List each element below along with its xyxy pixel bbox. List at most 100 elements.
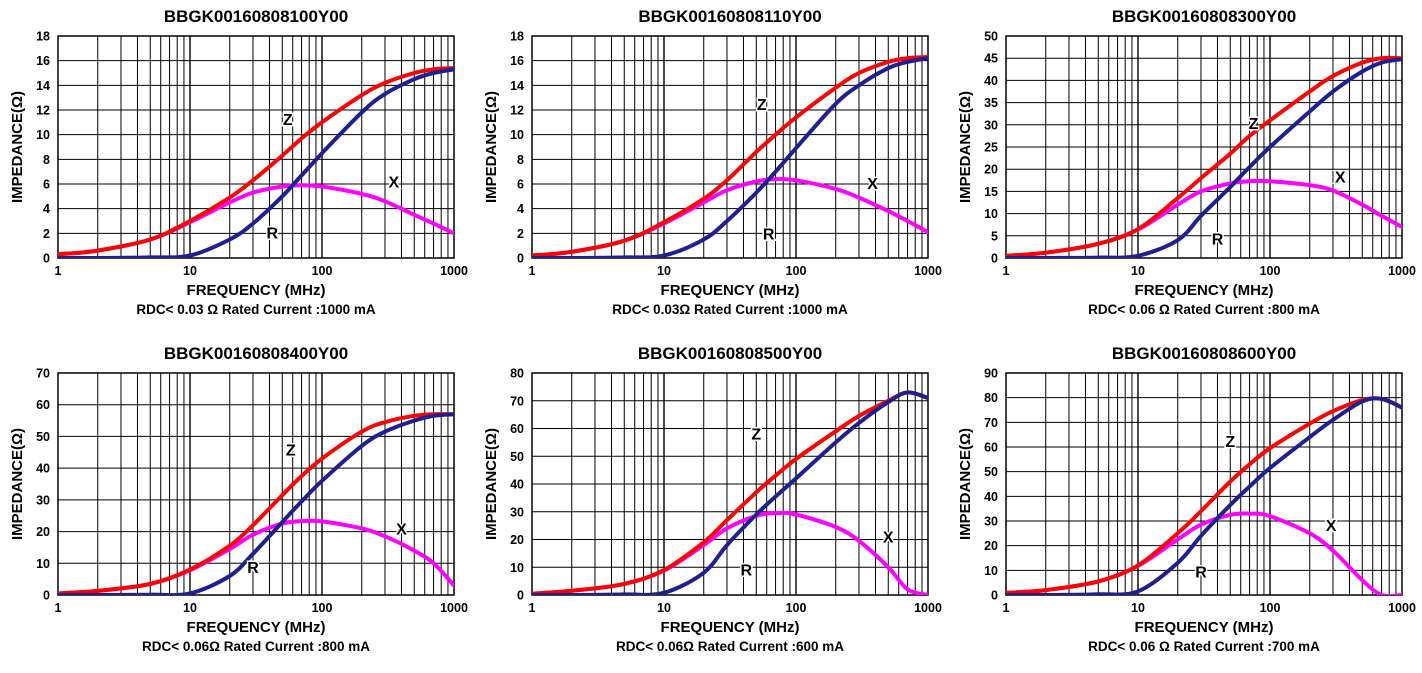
y-axis-label: IMPEDANCE(Ω) — [957, 91, 974, 203]
y-tick-label: 10 — [510, 128, 524, 142]
y-tick-label: 6 — [43, 178, 50, 192]
y-tick-label: 45 — [984, 52, 998, 66]
chart-panel: BBGK00160808110Y00 0 2 4 6 8 10 12 14 16 18 1 10 100 1… — [474, 0, 948, 336]
plot-area — [58, 373, 454, 595]
y-tick-label: 60 — [984, 441, 998, 455]
y-tick-label: 20 — [510, 533, 524, 547]
chart-title: BBGK00160808600Y00 — [1112, 344, 1296, 363]
chart-svg: BBGK00160808500Y00 0 10 20 30 40 50 60 70 80 1 10 10… — [483, 344, 942, 654]
y-tick-label: 25 — [984, 141, 998, 155]
y-tick-label: 60 — [510, 422, 524, 436]
x-axis-label: FREQUENCY (MHz) — [187, 619, 326, 636]
chart-subtitle: RDC< 0.03 Ω Rated Current :1000 mA — [136, 302, 376, 317]
y-axis-label: IMPEDANCE(Ω) — [957, 428, 974, 540]
x-tick-label: 1 — [1003, 264, 1010, 278]
y-tick-label: 16 — [36, 54, 50, 68]
x-tick-label: 100 — [312, 601, 333, 615]
y-tick-label: 16 — [510, 54, 524, 68]
y-tick-label: 20 — [36, 525, 50, 539]
y-tick-label: 30 — [984, 515, 998, 529]
y-tick-label: 5 — [991, 229, 998, 243]
x-axis-label: FREQUENCY (MHz) — [661, 282, 800, 299]
chart-svg: BBGK00160808600Y00 0 10 20 30 40 50 60 70 80 90 1 10… — [957, 344, 1416, 654]
y-tick-label: 80 — [984, 391, 998, 405]
y-tick-label: 35 — [984, 96, 998, 110]
x-tick-label: 1000 — [1388, 601, 1416, 615]
x-tick-label: 10 — [657, 601, 671, 615]
plot-frame — [57, 372, 455, 596]
y-tick-label: 2 — [517, 227, 524, 241]
chart-title: BBGK00160808400Y00 — [164, 344, 348, 363]
plot-frame — [531, 35, 929, 259]
x-tick-label: 10 — [1131, 264, 1145, 278]
series-line-r — [532, 390, 928, 595]
y-tick-label: 30 — [510, 505, 524, 519]
y-tick-label: 10 — [36, 128, 50, 142]
x-axis-label: FREQUENCY (MHz) — [661, 619, 800, 636]
curve-label-z: Z — [1249, 116, 1259, 133]
chart-subtitle: RDC< 0.06Ω Rated Current :600 mA — [616, 639, 844, 654]
x-tick-label: 100 — [312, 264, 333, 278]
y-tick-label: 18 — [36, 30, 50, 44]
y-tick-label: 0 — [517, 589, 524, 603]
chart-panel: BBGK00160808500Y00 0 10 20 30 40 50 60 70 80 1 10 10… — [474, 337, 948, 673]
y-tick-label: 70 — [984, 416, 998, 430]
y-tick-label: 50 — [984, 465, 998, 479]
chart-subtitle: RDC< 0.06 Ω Rated Current :700 mA — [1088, 639, 1320, 654]
chart-subtitle: RDC< 0.06 Ω Rated Current :800 mA — [1088, 302, 1320, 317]
series-line-z — [1006, 55, 1402, 258]
y-tick-label: 4 — [43, 202, 50, 216]
x-axis-label: FREQUENCY (MHz) — [187, 282, 326, 299]
series-line-r — [532, 56, 928, 258]
curve-label-z: Z — [757, 97, 767, 114]
y-tick-label: 8 — [43, 153, 50, 167]
curve-label-x: X — [1326, 518, 1337, 535]
curve-label-x: X — [867, 176, 878, 193]
y-tick-label: 40 — [984, 490, 998, 504]
y-axis-label: IMPEDANCE(Ω) — [9, 428, 26, 540]
y-tick-label: 30 — [984, 118, 998, 132]
chart-panel: BBGK00160808300Y00 0 5 10 15 20 25 30 35 40 45 50 1 1… — [948, 0, 1422, 336]
y-tick-label: 0 — [991, 589, 998, 603]
series-line-z — [58, 66, 454, 257]
plot-frame — [1005, 372, 1403, 596]
y-tick-label: 40 — [36, 462, 50, 476]
y-tick-label: 50 — [36, 430, 50, 444]
curve-label-z: Z — [283, 112, 293, 129]
y-tick-label: 6 — [517, 178, 524, 192]
y-tick-label: 20 — [984, 539, 998, 553]
plot-area — [58, 36, 454, 258]
y-tick-label: 0 — [517, 252, 524, 266]
x-tick-label: 10 — [657, 264, 671, 278]
x-tick-label: 1000 — [1388, 264, 1416, 278]
y-tick-label: 12 — [36, 104, 50, 118]
y-tick-label: 0 — [991, 252, 998, 266]
y-tick-label: 14 — [36, 79, 50, 93]
chart-svg: BBGK00160808400Y00 0 10 20 30 40 50 60 70 1 10 100 1… — [9, 344, 468, 654]
y-tick-label: 18 — [510, 30, 524, 44]
chart-panel: BBGK00160808600Y00 0 10 20 30 40 50 60 70 80 90 1 10… — [948, 337, 1422, 673]
series-line-r — [58, 67, 454, 258]
x-tick-label: 1 — [55, 264, 62, 278]
series-line-z — [58, 412, 454, 595]
chart-svg: BBGK00160808110Y00 0 2 4 6 8 10 12 14 16 18 1 10 100 1… — [483, 7, 942, 317]
x-tick-label: 1000 — [914, 601, 942, 615]
y-tick-label: 70 — [510, 394, 524, 408]
y-tick-label: 0 — [43, 252, 50, 266]
y-axis-label: IMPEDANCE(Ω) — [483, 91, 500, 203]
chart-panel: BBGK00160808400Y00 0 10 20 30 40 50 60 70 1 10 100 1… — [0, 337, 474, 673]
y-tick-label: 10 — [984, 564, 998, 578]
x-tick-label: 1 — [55, 601, 62, 615]
curve-label-x: X — [883, 529, 894, 546]
x-tick-label: 10 — [1131, 601, 1145, 615]
x-tick-label: 100 — [1260, 264, 1281, 278]
plot-frame — [57, 35, 455, 259]
curve-label-z: Z — [286, 442, 296, 459]
chart-subtitle: RDC< 0.06Ω Rated Current :800 mA — [142, 639, 370, 654]
curve-label-x: X — [1335, 170, 1346, 187]
chart-title: BBGK00160808110Y00 — [638, 7, 821, 26]
x-axis-label: FREQUENCY (MHz) — [1135, 619, 1274, 636]
plot-frame — [1005, 35, 1403, 259]
x-axis-label: FREQUENCY (MHz) — [1135, 282, 1274, 299]
